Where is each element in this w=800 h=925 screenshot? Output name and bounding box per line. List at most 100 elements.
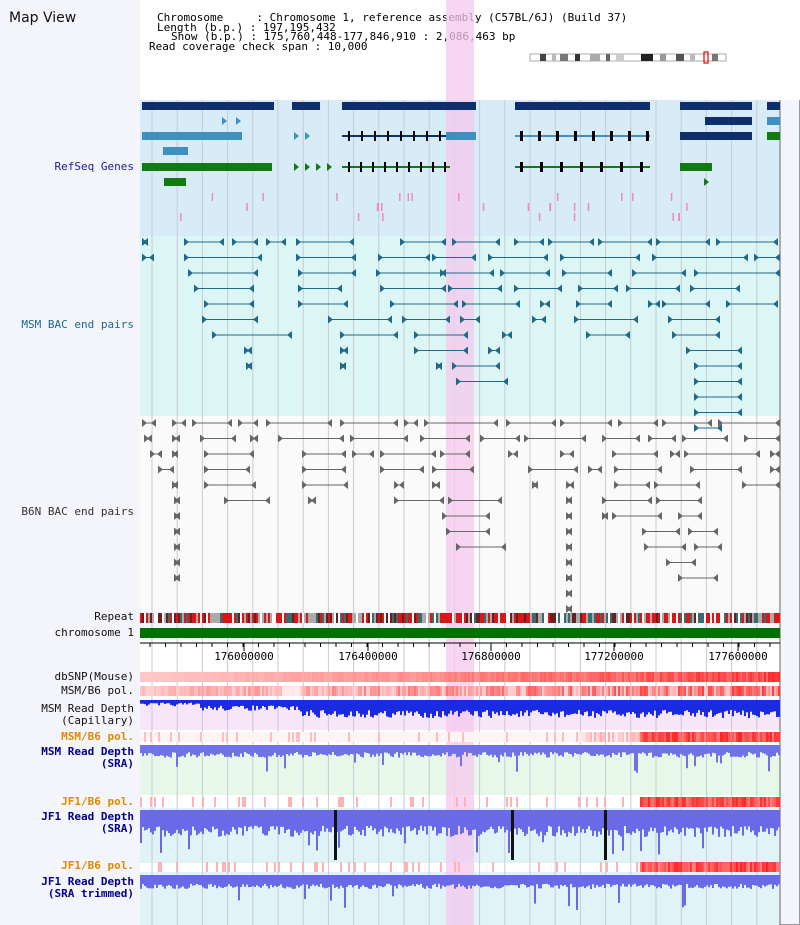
msm-pol-sra-cell <box>700 732 702 742</box>
msm-sra-depth-bar <box>504 745 506 753</box>
msm-pol-cell <box>636 686 638 696</box>
track-label-jf1-depth-trimmed[interactable]: JF1 Read Depth <box>41 875 134 888</box>
msm-pol-cell <box>440 686 442 696</box>
jf1-trim-depth-bar <box>750 875 752 889</box>
msm-sra-depth-bar <box>254 745 256 753</box>
repeat-segment <box>242 613 244 623</box>
msm-bac-end <box>253 238 258 246</box>
msm-cap-depth-bar <box>638 700 640 718</box>
msm-cap-depth-bar <box>484 700 486 712</box>
dbsnp-cell <box>484 672 486 682</box>
dbsnp-cell <box>752 672 754 682</box>
jf1-sra-depth-bar <box>636 810 638 829</box>
msm-pol-sra-cell <box>298 732 300 742</box>
repeat-segment <box>174 613 176 623</box>
repeat-segment <box>222 613 224 623</box>
jf1-sra-depth-bar <box>436 810 438 836</box>
track-label-jf1-depth-sra[interactable]: JF1 Read Depth <box>41 810 134 823</box>
msm-cap-depth-bar <box>538 700 540 713</box>
jf1-trim-depth-bar <box>630 875 632 887</box>
msm-pol-sra-cell <box>358 732 360 742</box>
jf1-trim-depth-bar <box>648 875 650 887</box>
track-label-msm-b6-pol[interactable]: MSM/B6 pol. <box>61 684 134 697</box>
track-label-dbsnp[interactable]: dbSNP(Mouse) <box>54 670 134 683</box>
msm-pol-sra-cell <box>470 732 472 742</box>
msm-cap-depth-bar <box>424 700 426 713</box>
jf1-sra-depth-bar <box>154 810 156 831</box>
b6n-bac-end <box>656 496 661 505</box>
jf1-sra-depth-bar <box>504 810 506 833</box>
refseq-exon <box>396 162 398 172</box>
msm-sra-depth-bar <box>380 745 382 754</box>
jf1-sra-depth-bar <box>496 810 498 833</box>
track-label-msm-b6-pol-sra[interactable]: MSM/B6 pol. <box>61 730 134 743</box>
refseq-exon <box>374 131 376 141</box>
msm-sra-depth-bar <box>686 745 688 769</box>
repeat-segment <box>400 613 402 623</box>
msm-pol-sra-cell <box>678 732 680 742</box>
jf1-pol-cell <box>754 797 756 807</box>
dbsnp-cell <box>278 672 280 682</box>
repeat-segment <box>220 613 222 623</box>
jf1-sra-depth-bar <box>744 810 746 827</box>
msm-cap-depth-bar <box>652 700 654 716</box>
msm-sra-depth-bar <box>652 745 654 758</box>
axis-tick-label: 177200000 <box>584 650 644 663</box>
msm-cap-depth-bar <box>224 700 226 711</box>
msm-cap-depth-bar <box>464 700 466 712</box>
msm-pol-sra-cell <box>140 732 142 742</box>
jf1-sra-depth-bar <box>382 810 384 837</box>
track-label-refseq-genes[interactable]: RefSeq Genes <box>54 160 134 173</box>
msm-cap-depth-bar <box>286 700 288 709</box>
jf1-sra-depth-bar <box>374 810 376 829</box>
msm-pol-cell <box>422 686 424 696</box>
jf1-pol-trim-cell <box>762 862 764 872</box>
b6n-bac-end <box>432 481 437 489</box>
b6n-bac-end <box>618 419 623 427</box>
jf1-trim-depth-bar <box>158 875 160 885</box>
msm-sra-depth-bar <box>326 745 328 756</box>
track-label-msm-depth-capillary[interactable]: MSM Read Depth <box>41 702 134 715</box>
dbsnp-cell <box>216 672 218 682</box>
msm-cap-depth-bar <box>584 700 586 713</box>
jf1-sra-depth-bar <box>230 810 232 832</box>
track-label-msm-bac[interactable]: MSM BAC end pairs <box>21 318 134 331</box>
jf1-sra-depth-bar <box>550 810 552 827</box>
msm-pol-sra-cell <box>210 732 212 742</box>
repeat-segment <box>764 613 766 623</box>
refseq-arrow <box>305 163 310 171</box>
dbsnp-cell <box>594 672 596 682</box>
track-label-msm-depth-sra[interactable]: MSM Read Depth <box>41 745 134 758</box>
dbsnp-cell <box>382 672 384 682</box>
dbsnp-cell <box>158 672 160 682</box>
jf1-pol-cell <box>776 797 778 807</box>
refseq-variant-tick <box>549 203 551 211</box>
repeat-segment <box>250 613 252 623</box>
msm-pol-cell <box>312 686 314 696</box>
msm-sra-depth-bar <box>276 745 278 758</box>
jf1-trim-depth-bar <box>686 875 688 885</box>
dbsnp-cell <box>600 672 602 682</box>
msm-sra-depth-bar <box>472 745 474 756</box>
b6n-bac-end <box>352 450 357 458</box>
jf1-sra-depth-bar <box>518 810 520 829</box>
jf1-sra-depth-bar <box>718 810 720 837</box>
repeat-segment <box>656 613 658 623</box>
jf1-pol-cell <box>670 797 672 807</box>
dbsnp-cell <box>618 672 620 682</box>
track-label-b6n-bac[interactable]: B6N BAC end pairs <box>21 505 134 518</box>
jf1-pol-trim-cell <box>234 862 236 872</box>
track-label-chromosome[interactable]: chromosome 1 <box>54 626 134 639</box>
msm-cap-depth-bar <box>366 700 368 715</box>
jf1-trim-depth-bar <box>286 875 288 887</box>
repeat-segment <box>266 613 268 623</box>
dbsnp-cell <box>654 672 656 682</box>
msm-cap-depth-bar <box>430 700 432 714</box>
msm-cap-depth-bar <box>266 700 268 710</box>
msm-pol-cell <box>614 686 616 696</box>
track-label-jf1-b6-pol-trimmed[interactable]: JF1/B6 pol. <box>61 859 134 872</box>
msm-sra-depth-bar <box>666 745 668 754</box>
track-label-repeat[interactable]: Repeat <box>94 610 134 623</box>
track-label-jf1-b6-pol[interactable]: JF1/B6 pol. <box>61 795 134 808</box>
